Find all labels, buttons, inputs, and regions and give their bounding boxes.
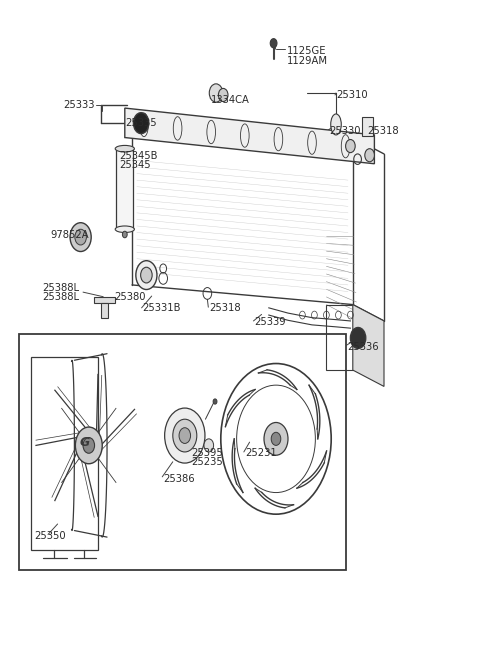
Ellipse shape — [115, 145, 134, 152]
Text: 25345B: 25345B — [119, 151, 157, 161]
Circle shape — [264, 422, 288, 455]
Circle shape — [75, 427, 102, 464]
Bar — [101, 303, 108, 318]
Text: 25388L: 25388L — [42, 291, 79, 302]
Circle shape — [173, 419, 197, 452]
Text: 25336: 25336 — [348, 342, 379, 352]
Circle shape — [270, 39, 277, 48]
Circle shape — [271, 432, 281, 445]
Text: 25331B: 25331B — [142, 303, 180, 313]
Text: 25318: 25318 — [209, 303, 240, 313]
Text: 25345: 25345 — [119, 160, 151, 170]
Text: 25318: 25318 — [367, 126, 399, 136]
Circle shape — [141, 267, 152, 283]
Ellipse shape — [115, 226, 134, 233]
Circle shape — [218, 88, 228, 102]
Bar — [116, 149, 133, 229]
Text: 1125GE: 1125GE — [287, 46, 326, 56]
Text: 25388L: 25388L — [42, 283, 79, 293]
Circle shape — [204, 439, 214, 452]
Text: 25350: 25350 — [35, 531, 66, 541]
Circle shape — [83, 438, 95, 453]
Text: 25380: 25380 — [114, 291, 146, 302]
Bar — [31, 357, 98, 550]
Circle shape — [365, 149, 374, 162]
Circle shape — [122, 231, 127, 238]
Circle shape — [136, 261, 157, 290]
Text: 97852A: 97852A — [50, 230, 89, 240]
Circle shape — [75, 229, 86, 245]
Bar — [362, 117, 373, 136]
Text: 1129AM: 1129AM — [287, 56, 328, 66]
Text: 25330: 25330 — [329, 126, 360, 136]
Text: 1334CA: 1334CA — [211, 94, 250, 105]
Text: 25333: 25333 — [63, 100, 95, 110]
Circle shape — [165, 408, 205, 463]
Bar — [19, 334, 346, 570]
Text: 25310: 25310 — [336, 90, 368, 100]
Text: 25231: 25231 — [245, 448, 276, 458]
Ellipse shape — [331, 114, 341, 135]
Bar — [326, 305, 353, 370]
Text: 25235: 25235 — [191, 457, 223, 468]
Text: 25386: 25386 — [163, 474, 195, 485]
Circle shape — [209, 84, 223, 102]
Polygon shape — [125, 108, 374, 164]
Circle shape — [213, 399, 217, 404]
Text: 25339: 25339 — [254, 317, 286, 328]
Circle shape — [350, 328, 366, 348]
Text: G: G — [80, 436, 90, 449]
Text: 25395: 25395 — [191, 448, 223, 458]
Circle shape — [133, 113, 149, 134]
Polygon shape — [353, 305, 384, 386]
Bar — [94, 297, 115, 303]
Circle shape — [70, 223, 91, 252]
Circle shape — [179, 428, 191, 443]
Text: 25335: 25335 — [125, 118, 156, 128]
Circle shape — [346, 140, 355, 153]
